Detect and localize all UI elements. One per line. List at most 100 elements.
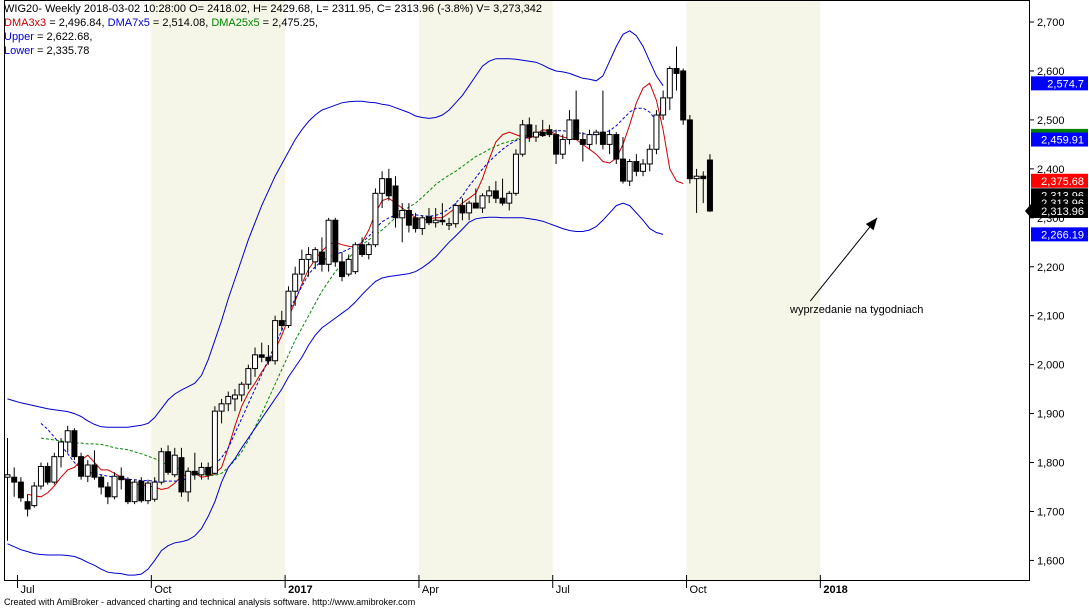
candle-body [526,124,533,138]
candle-body [359,244,366,256]
candle-body [345,258,352,275]
y-tick-label-3: 1,900 [1037,409,1065,421]
candle-body [178,457,185,493]
candle-body [452,205,459,225]
candle-body [318,251,325,265]
price-label-pointer [1025,203,1031,218]
candle-body [104,486,111,498]
annotation-arrow-line [809,217,878,302]
candle-body [606,134,613,145]
candle-body [238,383,245,396]
candle-body [412,217,419,230]
price-label-3: 2,375.68 [1041,176,1084,188]
series-line-lower [7,202,664,576]
candle-body [579,138,586,145]
candle-body [285,290,292,326]
candle-body [245,368,252,385]
y-tick-label-9: 2,500 [1037,115,1065,127]
candle-body [292,273,299,292]
price-label-bg-3 [1031,173,1088,188]
y-tick-label-5: 2,100 [1037,311,1065,323]
candle-body [165,451,172,473]
price-label-0: 2,574.7 [1047,78,1084,90]
dma25x5-value: = 2,475.25, [259,17,319,29]
candle-body [252,354,259,370]
x-tick-label-0: Jul [21,584,35,596]
dma7x5-value: = 2,514.08, [149,17,212,29]
title-line: WIG20- Weekly 2018-03-02 10:28:00 O= 241… [4,3,543,15]
x-tick-label-5: Oct [690,584,707,596]
candle-body [506,192,513,204]
candle-body [405,209,412,226]
candle-body [37,465,44,487]
candle-body [138,480,145,502]
candle-body [98,476,105,488]
y-tick-label-2: 1,800 [1037,458,1065,470]
candle-body [673,68,680,74]
candle-body [546,129,553,136]
candle-body [191,470,198,476]
dma25x5-label: DMA25x5 [211,17,260,29]
candle-body [171,454,178,476]
candle-body [325,219,332,265]
candle-body [218,403,225,412]
candle-body [305,254,312,260]
dma3x3-label: DMA3x3 [4,17,47,29]
upper-value: = 2,622.68, [33,31,93,43]
price-label-6: 2,313.96 [1041,206,1084,218]
candle-body [693,175,700,180]
candle-body [385,178,392,197]
candle-body [613,134,620,160]
ma-values-line: DMA3x3 = 2,496.84, DMA7x5 = 2,514.08, DM… [4,16,318,30]
candle-body [419,217,426,230]
candle-body [258,354,265,358]
upper-band-line: Upper = 2,622.68, [4,30,92,44]
candle-body [392,185,399,219]
candle-body [439,219,446,223]
candle-body [653,114,660,150]
candle-body [352,244,359,273]
dma7x5-label: DMA7x5 [107,17,150,29]
candle-body [479,195,486,209]
x-tick-label-3: Apr [422,584,439,596]
candle-body [365,244,372,256]
candle-body [539,131,546,137]
candle-body [131,481,138,503]
candle-body [533,131,540,138]
lower-band-line: Lower = 2,335.78 [4,44,89,58]
candle-body [512,153,519,194]
candle-body [466,202,473,214]
candle-body [58,441,65,458]
shaded-quarter-1 [418,0,553,580]
candle-body [646,148,653,165]
upper-label: Upper [4,31,34,43]
candle-body [225,395,232,405]
candle-body [118,475,125,481]
candle-body [17,481,24,499]
candle-body [586,134,593,145]
candle-body [198,466,205,476]
candle-body [84,464,91,477]
candle-body [111,475,118,498]
series-line-dma25x5 [40,131,557,477]
candle-body [185,470,192,493]
candle-body [265,356,272,362]
candle-body [680,70,687,121]
footer-credit: Created with AmiBroker - advanced charti… [4,597,416,607]
y-tick-label-6: 2,200 [1037,262,1065,274]
candle-body [272,320,279,362]
candle-body [332,219,339,263]
shaded-quarter-2 [686,0,821,580]
price-label-bg-6 [1031,203,1088,218]
candle-body [211,410,218,474]
candle-body [472,202,479,209]
candle-body [64,430,71,443]
candle-body [124,479,131,503]
candle-body [44,465,51,483]
candle-body [91,464,98,478]
x-tick-label-2: 2017 [288,584,312,596]
lower-label: Lower [4,45,34,57]
candle-body [205,466,212,476]
price-label-bg-2 [1031,132,1088,147]
